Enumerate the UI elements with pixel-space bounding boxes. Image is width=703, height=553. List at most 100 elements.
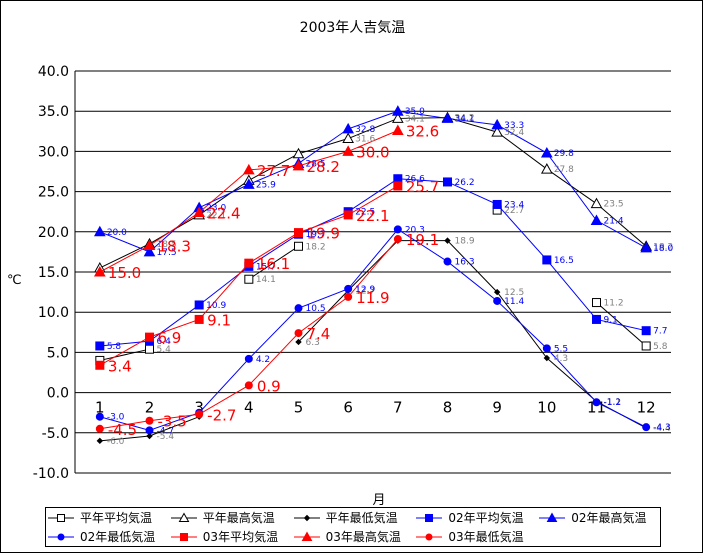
data-label: 9.1 bbox=[207, 311, 231, 329]
data-label: -6.0 bbox=[107, 437, 125, 447]
data-label: 7.4 bbox=[307, 325, 331, 343]
marker-triangle bbox=[546, 511, 558, 522]
data-label: 26.2 bbox=[455, 178, 475, 188]
legend-label: 02年平均気温 bbox=[448, 511, 524, 525]
marker-circle bbox=[493, 296, 502, 305]
x-tick-label: 12 bbox=[637, 399, 656, 417]
series-line bbox=[99, 117, 647, 269]
y-tick-label: 25.0 bbox=[38, 185, 69, 201]
marker-triangle bbox=[93, 265, 106, 277]
legend-label: 02年最低気温 bbox=[80, 530, 156, 544]
series-1 bbox=[95, 205, 651, 365]
y-tick-label: 10.0 bbox=[38, 305, 69, 321]
data-label: 20.3 bbox=[405, 225, 425, 235]
data-label: 32.6 bbox=[406, 122, 439, 140]
x-tick-label: 3 bbox=[194, 399, 204, 417]
marker-square bbox=[95, 360, 105, 370]
marker-square bbox=[443, 177, 452, 187]
marker-square bbox=[492, 199, 502, 209]
data-label: 28.5 bbox=[306, 159, 326, 169]
legend-swatch-icon bbox=[539, 511, 566, 522]
marker-circle bbox=[642, 423, 651, 432]
x-tick-label: 6 bbox=[343, 399, 353, 417]
data-label: 5.5 bbox=[554, 344, 568, 354]
data-label: 18.2 bbox=[306, 242, 326, 252]
data-label: 23.0 bbox=[206, 204, 226, 214]
data-label: 34.1 bbox=[405, 114, 425, 124]
y-tick-label: 30.0 bbox=[38, 144, 69, 160]
marker-circle bbox=[443, 257, 452, 266]
legend-item: 平年平均気温 bbox=[46, 508, 169, 527]
marker-square bbox=[145, 332, 154, 342]
marker-circle bbox=[393, 235, 402, 244]
marker-circle bbox=[344, 284, 353, 293]
data-label: 22.7 bbox=[504, 206, 524, 216]
data-label: 11.9 bbox=[356, 289, 389, 307]
y-tick-label: 35.0 bbox=[38, 104, 69, 120]
data-label: -1.2 bbox=[604, 398, 622, 408]
legend-item: 02年最低気温 bbox=[46, 527, 169, 546]
plot-area: 40.0 35.0 30.0 25.0 20.0 15.0 10.0 5.0 0.0 -5.0 -1… bbox=[33, 64, 674, 482]
marker-triangle bbox=[292, 159, 305, 171]
data-label: -5.4 bbox=[157, 432, 175, 442]
data-label: 4.2 bbox=[256, 355, 270, 365]
marker-circle bbox=[425, 533, 433, 540]
marker-circle bbox=[393, 225, 402, 234]
data-label: 18.2 bbox=[653, 242, 673, 252]
marker-triangle bbox=[242, 163, 255, 175]
data-label: 12.7 bbox=[355, 286, 375, 296]
legend: 平年平均気温 平年最高気温 平年最低気温 02年平均気温 02年最高気温 02年最低気温 0… bbox=[45, 507, 661, 547]
y-tick-label: 15.0 bbox=[38, 265, 69, 281]
data-label: 15.7 bbox=[256, 262, 276, 272]
y-tick-label: -5.0 bbox=[42, 426, 69, 442]
marker-square bbox=[294, 228, 303, 238]
data-label: -3.5 bbox=[158, 413, 187, 431]
marker-circle bbox=[244, 381, 253, 390]
data-label: 16.1 bbox=[257, 255, 290, 273]
data-label: 19.7 bbox=[306, 230, 326, 240]
data-label: 26.6 bbox=[405, 175, 425, 185]
legend-item: 03年平均気温 bbox=[169, 527, 292, 546]
marker-circle bbox=[294, 304, 303, 313]
marker-open-triangle bbox=[391, 112, 404, 123]
legend-item: 02年平均気温 bbox=[414, 508, 537, 527]
marker-square bbox=[425, 513, 434, 522]
data-label: 19.9 bbox=[307, 225, 340, 243]
data-label: 0.9 bbox=[257, 377, 281, 395]
data-label: 12.9 bbox=[355, 285, 375, 295]
x-tick-label: 2 bbox=[145, 399, 155, 417]
legend-label: 03年最低気温 bbox=[448, 530, 524, 544]
data-label: 3.4 bbox=[108, 357, 132, 375]
data-label: 23.4 bbox=[504, 200, 524, 210]
marker-square bbox=[244, 258, 254, 268]
marker-square bbox=[542, 255, 552, 265]
data-label: -4.3 bbox=[653, 423, 671, 433]
marker-triangle bbox=[242, 178, 255, 189]
marker-triangle bbox=[301, 530, 312, 541]
marker-triangle bbox=[143, 239, 156, 250]
marker-circle bbox=[57, 533, 65, 540]
marker-square bbox=[95, 341, 105, 351]
data-label: -1.1 bbox=[604, 397, 622, 407]
marker-triangle bbox=[342, 145, 355, 156]
marker-triangle bbox=[491, 118, 504, 130]
marker-open-triangle bbox=[491, 126, 504, 137]
marker-diamond bbox=[493, 288, 501, 296]
marker-diamond bbox=[543, 354, 551, 362]
data-label: 22.1 bbox=[356, 207, 389, 225]
marker-square bbox=[592, 314, 601, 324]
data-label: 22.5 bbox=[355, 208, 375, 218]
legend-swatch-icon bbox=[293, 530, 320, 541]
marker-triangle bbox=[143, 245, 156, 257]
y-tick-label: 40.0 bbox=[38, 64, 69, 80]
marker-open-triangle bbox=[178, 511, 190, 522]
data-label: 34.1 bbox=[455, 114, 475, 124]
data-label: 34.2 bbox=[455, 114, 475, 124]
x-tick-label: 5 bbox=[294, 399, 304, 417]
legend-label: 平年平均気温 bbox=[80, 511, 153, 525]
marker-triangle bbox=[93, 225, 106, 237]
legend-swatch-icon bbox=[416, 513, 443, 522]
data-label: 14.1 bbox=[256, 275, 276, 285]
legend-label: 03年平均気温 bbox=[202, 530, 279, 544]
